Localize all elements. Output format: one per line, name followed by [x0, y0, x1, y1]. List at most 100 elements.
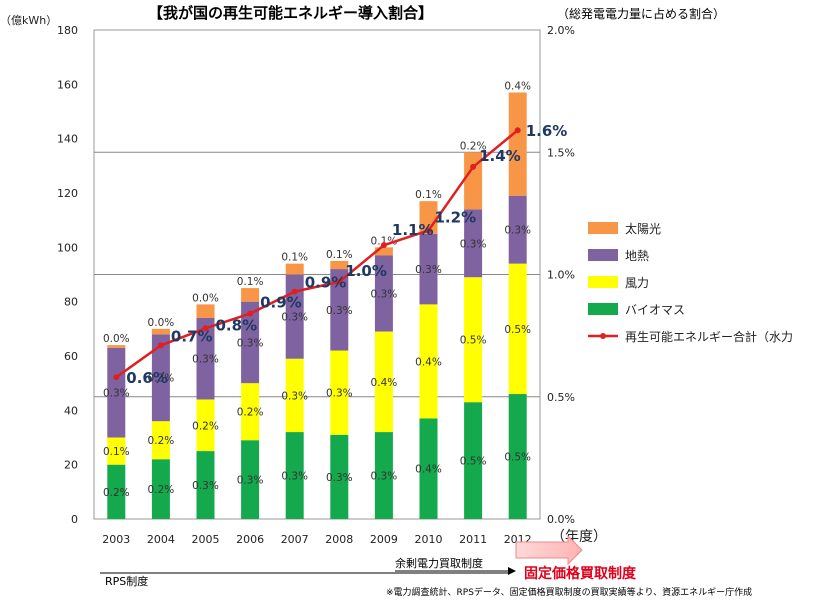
x-tick-label: 2009	[370, 533, 398, 546]
segment-label: 0.3%	[237, 475, 264, 487]
segment-label: 0.1%	[281, 252, 308, 264]
segment-label: 0.2%	[237, 407, 264, 419]
bar-2007-2	[285, 274, 304, 359]
y-tick-label: 120	[57, 187, 78, 200]
x-tick-label: 2004	[147, 533, 175, 546]
bar-2007-0	[285, 432, 304, 519]
legend-label: 風力	[625, 276, 649, 290]
segment-label: 0.1%	[237, 276, 264, 288]
bar-2006-0	[241, 440, 260, 519]
line-point-2005	[202, 325, 209, 332]
segment-label: 0.3%	[371, 289, 398, 301]
x-tick-label: 2003	[102, 533, 130, 546]
y-tick-label: 0	[71, 513, 78, 526]
segment-label: 0.5%	[504, 324, 531, 336]
legend-swatch	[588, 222, 618, 234]
x-tick-label: 2008	[325, 533, 353, 546]
bar-2010-2	[419, 233, 438, 305]
segment-label: 0.2%	[148, 435, 175, 447]
bar-2011-1	[464, 277, 483, 403]
bar-2005-2	[196, 317, 215, 400]
line-value-label: 0.9%	[260, 294, 302, 312]
segment-label: 0.0%	[148, 317, 175, 329]
line-value-label: 1.2%	[435, 208, 477, 226]
legend-swatch	[588, 276, 618, 288]
line-value-label: 1.1%	[392, 221, 434, 239]
x-axis-label: （年度）	[551, 529, 607, 545]
segment-label: 0.0%	[103, 333, 130, 345]
segment-label: 0.3%	[326, 305, 353, 317]
line-point-2012	[514, 127, 521, 134]
x-tick-label: 2011	[459, 533, 487, 546]
line-point-2010	[425, 227, 432, 234]
segment-label: 0.3%	[326, 472, 353, 484]
bar-2007-3	[285, 263, 304, 275]
bar-2007-1	[285, 358, 304, 433]
segment-label: 0.1%	[103, 446, 130, 458]
line-value-label: 0.8%	[216, 316, 258, 334]
line-value-label: 1.4%	[479, 147, 521, 165]
y2-tick-label: 2.0%	[547, 24, 575, 37]
bar-2003-1	[107, 437, 126, 465]
y-axis-label: （億kWh）	[0, 14, 57, 27]
y-tick-label: 80	[64, 296, 78, 309]
segment-label: 0.3%	[415, 264, 442, 276]
bar-2004-2	[151, 334, 170, 422]
bar-2012-2	[508, 195, 527, 264]
bar-2003-2	[107, 347, 126, 438]
segment-label: 0.3%	[192, 480, 219, 492]
segment-label: 0.4%	[504, 80, 531, 92]
surplus-purchase-arrowhead	[508, 567, 516, 575]
line-point-2007	[291, 288, 298, 295]
bar-2010-0	[419, 418, 438, 519]
bar-2009-0	[374, 432, 393, 519]
x-tick-label: 2010	[415, 533, 443, 546]
y-tick-label: 160	[57, 78, 78, 91]
surplus-purchase-label: 余剰電力買取制度	[395, 556, 483, 570]
line-point-2011	[470, 163, 477, 170]
segment-label: 0.2%	[103, 487, 130, 499]
bar-2008-1	[330, 350, 349, 435]
bar-2005-3	[196, 304, 215, 318]
segment-label: 0.3%	[103, 388, 130, 400]
bar-2011-0	[464, 402, 483, 519]
total-ratio-line	[115, 129, 519, 379]
line-point-2004	[157, 342, 164, 349]
segment-label: 0.3%	[237, 337, 264, 349]
legend-line-marker	[600, 333, 606, 339]
fit-label: 固定価格買取制度	[524, 565, 637, 582]
bar-2009-3	[374, 247, 393, 256]
y2-tick-label: 1.5%	[547, 146, 575, 159]
y2-tick-label: 0.0%	[547, 513, 575, 526]
bar-2009-2	[374, 255, 393, 332]
y-tick-label: 20	[64, 459, 78, 472]
line-value-label: 1.0%	[345, 262, 387, 280]
line-value-label: 1.6%	[526, 122, 568, 140]
segment-label: 0.4%	[415, 356, 442, 368]
x-tick-label: 2006	[236, 533, 264, 546]
bar-2006-3	[241, 288, 260, 302]
segment-label: 0.3%	[371, 471, 398, 483]
segment-label: 0.5%	[504, 452, 531, 464]
legend-label: 太陽光	[625, 221, 661, 236]
line-value-label: 0.9%	[305, 274, 347, 292]
x-tick-label: 2005	[192, 533, 220, 546]
bar-2004-3	[151, 328, 170, 335]
bar-2012-3	[508, 92, 527, 196]
segment-label: 0.3%	[281, 390, 308, 402]
bar-2004-0	[151, 459, 170, 519]
segment-label: 0.0%	[192, 292, 219, 304]
y2-tick-label: 0.5%	[547, 391, 575, 404]
y-tick-label: 100	[57, 241, 78, 254]
segment-label: 0.5%	[460, 335, 487, 347]
y2-tick-label: 1.0%	[547, 269, 575, 282]
bar-2005-1	[196, 399, 215, 452]
x-tick-label: 2007	[281, 533, 309, 546]
legend-line-label: 再生可能エネルギー合計（水力	[625, 329, 793, 344]
line-value-label: 0.7%	[171, 327, 213, 345]
legend-swatch	[588, 303, 618, 315]
fit-arrow	[515, 534, 583, 566]
segment-label: 0.3%	[460, 238, 487, 250]
bar-2008-2	[330, 269, 349, 351]
bar-2008-0	[330, 434, 349, 519]
